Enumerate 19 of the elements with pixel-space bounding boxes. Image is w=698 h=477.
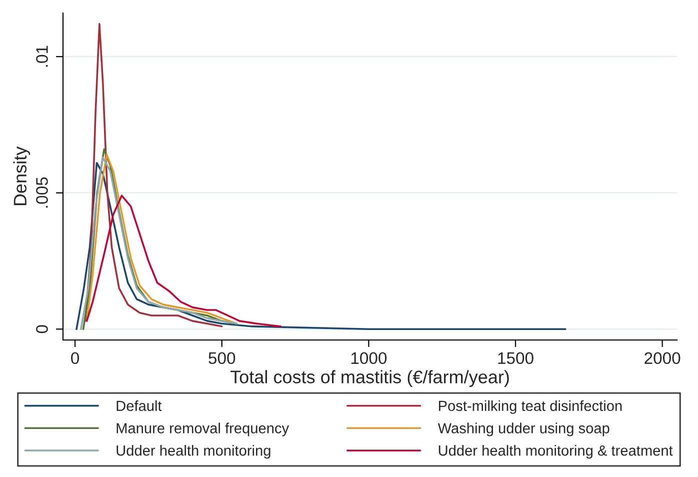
y-tick-label: 0: [36, 325, 48, 334]
x-tick-label: 0: [71, 352, 80, 364]
y-tick-label: .01: [36, 46, 48, 67]
legend-label: Udder health monitoring: [116, 445, 270, 459]
y-tick-label: .005: [36, 177, 48, 208]
legend-label: Post-milking teat disinfection: [438, 400, 622, 414]
legend-label: Manure removal frequency: [116, 422, 290, 436]
line-series: [76, 162, 566, 330]
x-tick-label: 500: [208, 352, 236, 364]
x-tick-label: 2000: [644, 352, 680, 364]
legend-label: Washing udder using soap: [438, 422, 610, 436]
legend-label: Udder health monitoring & treatment: [438, 445, 673, 459]
x-tick-label: 1000: [351, 352, 387, 364]
x-axis-title: Total costs of mastitis (€/farm/year): [230, 370, 509, 387]
x-tick-label: 1500: [498, 352, 534, 364]
line-series: [86, 194, 282, 328]
legend-label: Default: [116, 400, 162, 412]
y-axis-title: Density: [13, 146, 30, 206]
line-series: [84, 22, 223, 328]
